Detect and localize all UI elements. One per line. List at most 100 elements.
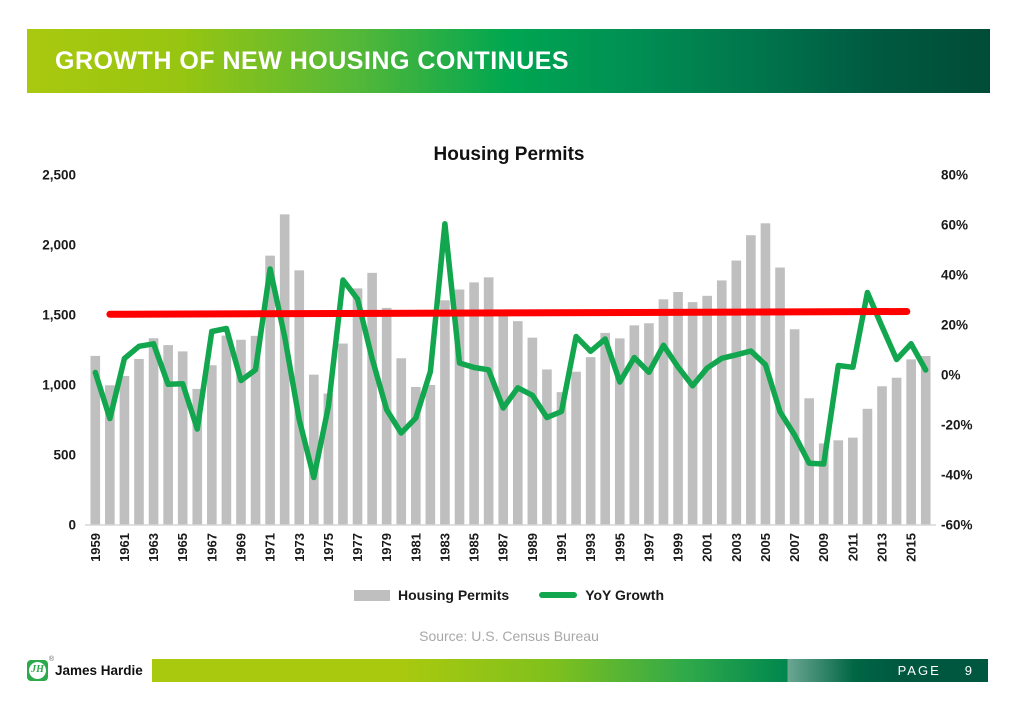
x-axis-tick: 1991 — [554, 533, 569, 562]
left-axis-tick: 1,000 — [42, 378, 76, 393]
bar-1994 — [600, 332, 611, 525]
bar-1963 — [148, 338, 159, 525]
bar-2016 — [920, 356, 931, 525]
x-axis-tick: 1989 — [525, 533, 540, 562]
x-axis-tick: 1979 — [379, 533, 394, 562]
trendline — [106, 308, 911, 318]
bar-1961 — [119, 376, 130, 525]
bar-1975 — [323, 393, 334, 525]
bar-1968 — [221, 335, 232, 525]
right-axis-tick: 80% — [941, 168, 968, 183]
bar-2000 — [687, 302, 698, 525]
bar-2010 — [833, 440, 844, 525]
bar-1967 — [207, 365, 217, 525]
bar-1959 — [90, 355, 101, 525]
registered-mark: ® — [48, 655, 54, 663]
bar-1962 — [134, 358, 144, 525]
bar-2007 — [789, 329, 800, 525]
yoy-growth-line — [92, 221, 929, 481]
right-axis-tick: -60% — [941, 518, 973, 533]
x-axis-tick: 1971 — [263, 533, 278, 562]
x-axis-tick: 2009 — [816, 533, 831, 562]
bar-2006 — [775, 267, 785, 525]
legend-label: Housing Permits — [397, 587, 510, 603]
bar-2011 — [848, 437, 858, 525]
bar-2015 — [906, 359, 916, 525]
bar-1991 — [556, 392, 567, 525]
x-axis-tick: 2003 — [729, 533, 744, 562]
x-axis-tick: 1967 — [204, 533, 219, 562]
bar-1980 — [396, 358, 407, 525]
bar-1989 — [527, 337, 538, 525]
x-axis-tick: 1973 — [292, 533, 307, 562]
bar-1969 — [236, 339, 246, 525]
bar-2005 — [760, 223, 771, 526]
bar-1995 — [614, 338, 625, 525]
bar-1984 — [454, 289, 465, 525]
bar-1970 — [250, 335, 261, 525]
bar-1978 — [367, 272, 377, 525]
chart-legend: Housing Permits YoY Growth — [0, 587, 1018, 603]
bar-1996 — [629, 325, 640, 525]
left-axis-tick: 2,000 — [42, 238, 76, 253]
logo-monogram: JH — [29, 661, 46, 679]
x-axis-tick: 1969 — [234, 533, 249, 562]
x-axis-tick: 2015 — [904, 533, 919, 562]
bar-1993 — [585, 357, 596, 525]
bar-1986 — [483, 277, 494, 525]
x-axis-tick: 1963 — [146, 533, 161, 562]
bar-1976 — [338, 343, 348, 525]
bar-1981 — [410, 386, 421, 525]
x-axis-tick: 2005 — [758, 533, 773, 562]
bar-2009 — [818, 443, 829, 525]
page-number: 9 — [964, 662, 972, 678]
bar-1965 — [177, 351, 188, 525]
x-axis-tick: 1981 — [408, 533, 423, 562]
x-axis-tick: 1983 — [437, 533, 452, 562]
james-hardie-logo: JH ® James Hardie — [27, 656, 143, 681]
right-axis-tick: -40% — [941, 468, 973, 483]
x-axis-tick: 2007 — [787, 533, 802, 562]
bar-2012 — [862, 408, 873, 525]
footer: JH ® James Hardie PAGE 9 — [27, 656, 988, 682]
legend-item-yoy-growth: YoY Growth — [539, 587, 664, 603]
page-title: GROWTH OF NEW HOUSING CONTINUES — [55, 46, 570, 75]
bar-2002 — [716, 280, 727, 525]
bar-1974 — [309, 374, 319, 525]
left-axis-tick: 2,500 — [42, 168, 76, 183]
bar-1998 — [658, 299, 669, 525]
x-axis-tick: 2011 — [845, 533, 860, 561]
bar-swatch-icon — [353, 589, 390, 601]
bar-1987 — [498, 310, 509, 525]
x-axis-tick: 1975 — [321, 533, 336, 562]
right-axis-tick: 0% — [941, 368, 961, 383]
bar-1992 — [571, 371, 581, 525]
x-axis-tick: 1987 — [496, 533, 511, 562]
x-axis-tick: 1965 — [175, 533, 190, 562]
bar-1985 — [469, 282, 479, 525]
bar-1966 — [192, 388, 203, 525]
x-axis-tick: 1961 — [117, 533, 132, 562]
right-axis-tick: -20% — [941, 418, 973, 433]
x-axis-tick: 1993 — [583, 533, 598, 562]
left-axis-tick: 0 — [68, 518, 76, 533]
x-axis-tick: 1959 — [88, 533, 103, 562]
bar-1983 — [440, 300, 450, 525]
logo-icon: JH ® — [27, 656, 54, 681]
x-axis-tick: 1977 — [350, 533, 365, 562]
legend-label: YoY Growth — [585, 587, 665, 603]
chart-title: Housing Permits — [433, 144, 585, 165]
bar-1979 — [381, 307, 392, 525]
x-axis-tick: 2001 — [700, 533, 715, 562]
bar-1990 — [542, 369, 552, 525]
header-bar: GROWTH OF NEW HOUSING CONTINUES — [27, 29, 990, 93]
x-axis-tick: 2013 — [875, 533, 890, 562]
x-axis-tick: 1985 — [467, 533, 482, 562]
right-axis-tick: 60% — [941, 218, 968, 233]
bar-1973 — [294, 270, 305, 525]
bar-1982 — [425, 385, 436, 525]
page-label: PAGE — [897, 662, 941, 678]
right-axis-tick: 20% — [941, 318, 968, 333]
